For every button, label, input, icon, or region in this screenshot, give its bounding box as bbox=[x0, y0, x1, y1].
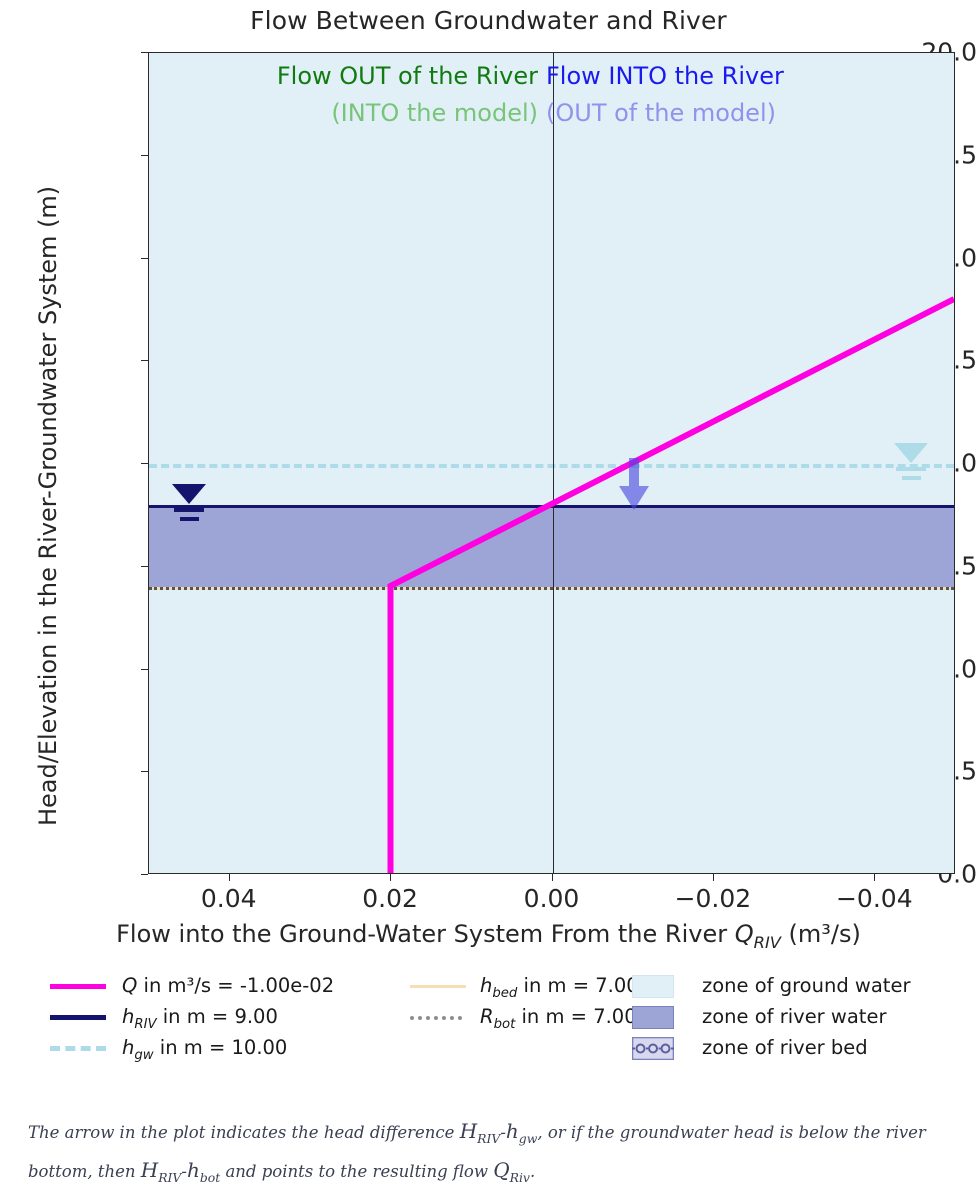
legend-label-r-bot: Rbot in m = 7.00 bbox=[480, 1005, 637, 1032]
legend-swatch-zone-river-bed bbox=[631, 1036, 675, 1064]
legend-label-q: Q in m³/s = -1.00e-02 bbox=[122, 974, 334, 997]
legend-hbed-value: 7.00 bbox=[595, 974, 639, 997]
river-stage-water-level-marker bbox=[172, 484, 206, 521]
annotation-flow-out-of-river-sub: (INTO the model) bbox=[331, 99, 538, 127]
legend-label-zone-river-water: zone of river water bbox=[702, 1005, 887, 1028]
legend-hgw-subscript: gw bbox=[134, 1047, 154, 1063]
river-bed-hatch-icon bbox=[631, 1036, 675, 1061]
legend-hbed-subscript: bed bbox=[492, 985, 518, 1001]
y-tick-mark bbox=[141, 874, 148, 875]
legend-label-h-bed: hbed in m = 7.00 bbox=[480, 974, 639, 1001]
y-tick-mark bbox=[141, 52, 148, 53]
legend-hbed-symbol: h bbox=[480, 974, 493, 997]
y-axis-label: Head/Elevation in the River-Groundwater … bbox=[34, 185, 62, 826]
water-level-triangle-icon bbox=[894, 443, 928, 463]
legend-swatch-zone-river-water bbox=[632, 1006, 674, 1029]
legend-swatch-h-bed-line bbox=[410, 985, 466, 988]
annotation-flow-into-river-sub: (OUT of the model) bbox=[546, 99, 776, 127]
water-level-bar-short bbox=[179, 517, 199, 521]
figure-caption: The arrow in the plot indicates the head… bbox=[28, 1112, 958, 1190]
x-tick-mark bbox=[551, 874, 553, 881]
annotation-flow-into-river: Flow INTO the River bbox=[546, 62, 784, 90]
legend-q-symbol: Q bbox=[122, 974, 138, 997]
legend-hriv-symbol: h bbox=[122, 1005, 135, 1028]
caption-var-hriv-2: HRIV bbox=[140, 1158, 182, 1186]
x-tick-mark bbox=[712, 874, 714, 881]
legend-swatch-h-riv-line bbox=[50, 1015, 106, 1020]
y-tick-mark bbox=[141, 257, 148, 259]
x-axis-label-subscript: RIV bbox=[753, 932, 781, 952]
chart-legend: Q in m³/s = -1.00e-02 hRIV in m = 9.00 h… bbox=[22, 974, 957, 1071]
water-level-triangle-icon bbox=[172, 484, 206, 504]
legend-hriv-subscript: RIV bbox=[134, 1016, 157, 1032]
x-tick-mark bbox=[390, 874, 392, 881]
y-tick-mark bbox=[141, 154, 148, 156]
caption-text-1a: The arrow in the plot indicates the head… bbox=[28, 1123, 460, 1142]
y-tick-mark bbox=[141, 463, 148, 464]
legend-swatch-r-bot-line bbox=[410, 1016, 462, 1020]
x-tick-label: −0.02 bbox=[674, 884, 752, 913]
caption-text-2c: . bbox=[529, 1162, 536, 1182]
caption-var-hgw: hgw bbox=[505, 1119, 538, 1146]
x-axis-label-variable: Q bbox=[734, 920, 754, 948]
y-tick-mark bbox=[141, 771, 148, 773]
zero-flow-divider bbox=[552, 53, 554, 873]
caption-dash-2: - bbox=[181, 1162, 187, 1182]
legend-swatch-zone-ground-water bbox=[632, 975, 674, 998]
legend-hgw-value: 10.00 bbox=[231, 1036, 288, 1059]
legend-label-zone-ground-water: zone of ground water bbox=[702, 974, 911, 997]
legend-hgw-symbol: h bbox=[122, 1036, 135, 1059]
caption-var-hbot: hbot bbox=[186, 1158, 221, 1186]
legend-q-text: in m³/s = bbox=[137, 974, 240, 997]
caption-line-2: bottom, then HRIV-hbot and points to the… bbox=[28, 1151, 958, 1190]
legend-rbot-symbol: R bbox=[480, 1005, 494, 1028]
plot-area: Flow OUT of the River (INTO the model) F… bbox=[148, 52, 955, 874]
x-axis-label-post: (m³/s) bbox=[780, 920, 861, 948]
x-tick-label: −0.04 bbox=[835, 884, 913, 913]
legend-q-value: -1.00e-02 bbox=[239, 974, 335, 997]
caption-var-hriv-1: HRIV bbox=[459, 1119, 501, 1146]
y-tick-mark bbox=[141, 360, 148, 362]
water-level-bar-short bbox=[901, 476, 921, 480]
r-bot-line bbox=[149, 587, 954, 591]
legend-label-h-riv: hRIV in m = 9.00 bbox=[122, 1005, 278, 1032]
legend-hriv-value: 9.00 bbox=[234, 1005, 278, 1028]
legend-rbot-subscript: bot bbox=[493, 1016, 516, 1032]
caption-text-2b: and points to the resulting flow bbox=[220, 1162, 494, 1182]
legend-swatch-h-gw-line bbox=[50, 1046, 106, 1051]
x-axis-label: Flow into the Ground-Water System From t… bbox=[0, 920, 977, 952]
legend-label-h-gw: hgw in m = 10.00 bbox=[122, 1036, 287, 1063]
x-tick-label: 0.02 bbox=[362, 884, 418, 913]
head-difference-arrow bbox=[619, 458, 649, 510]
legend-swatch-q-line bbox=[50, 984, 106, 989]
x-tick-mark bbox=[874, 874, 876, 881]
water-level-bar-long bbox=[174, 508, 204, 512]
x-axis-label-pre: Flow into the Ground-Water System From t… bbox=[116, 920, 735, 948]
y-tick-mark bbox=[141, 668, 148, 670]
legend-rbot-value: 7.00 bbox=[593, 1005, 637, 1028]
zone-of-river-water bbox=[149, 505, 954, 588]
groundwater-head-water-level-marker bbox=[894, 443, 928, 480]
y-tick-mark bbox=[141, 565, 148, 567]
h-gw-line bbox=[149, 464, 954, 468]
caption-dash-1: - bbox=[500, 1123, 506, 1142]
legend-label-zone-river-bed: zone of river bed bbox=[702, 1036, 868, 1059]
caption-text-1b: , or if the groundwater head is below th… bbox=[537, 1123, 926, 1142]
chart-title: Flow Between Groundwater and River bbox=[250, 6, 727, 35]
x-tick-mark bbox=[228, 874, 230, 881]
zone-of-ground-water bbox=[149, 53, 954, 873]
legend-rbot-text: in m = bbox=[515, 1005, 594, 1028]
water-level-bar-long bbox=[896, 467, 926, 471]
x-tick-label: 0.04 bbox=[200, 884, 257, 913]
legend-hgw-text: in m = bbox=[153, 1036, 232, 1059]
annotation-flow-out-of-river: Flow OUT of the River bbox=[276, 62, 538, 90]
caption-text-2a: bottom, then bbox=[28, 1162, 141, 1182]
legend-hriv-text: in m = bbox=[156, 1005, 235, 1028]
x-tick-label: 0.00 bbox=[523, 884, 580, 913]
legend-hbed-text: in m = bbox=[517, 974, 596, 997]
caption-var-qriv: QRiv bbox=[493, 1158, 530, 1186]
q-flow-line bbox=[387, 296, 954, 873]
caption-line-1: The arrow in the plot indicates the head… bbox=[28, 1112, 958, 1151]
